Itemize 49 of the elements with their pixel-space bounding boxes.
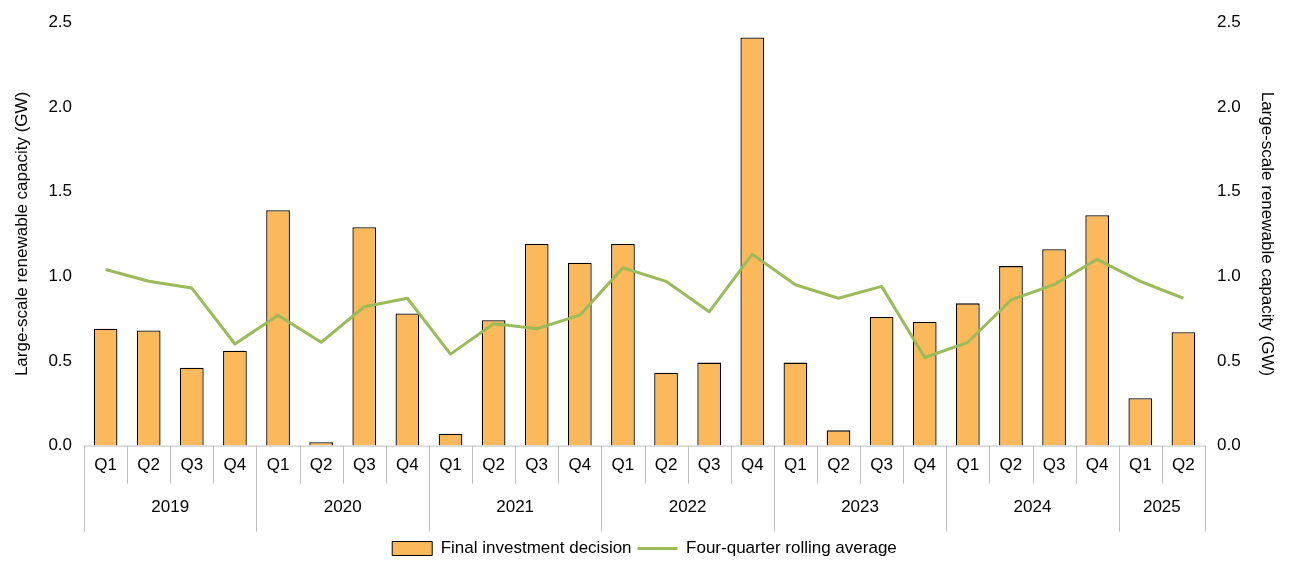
x-tick-label: Q4	[740, 455, 764, 475]
x-tick-label: Q2	[827, 455, 850, 475]
x-tick-label: Q4	[1085, 455, 1109, 475]
x-tick-label: Q1	[784, 455, 807, 475]
x-tick-label: Q1	[439, 455, 462, 475]
x-tick-label: Q4	[913, 455, 937, 475]
x-tick-label: Q1	[956, 455, 980, 475]
x-tick-label: Q3	[180, 455, 204, 475]
y2-tick-label: 2.5	[1216, 11, 1241, 31]
x-tick-label: Q2	[1172, 455, 1195, 475]
x-tick-label: Q1	[611, 455, 635, 475]
x-tick-label: Q1	[94, 455, 117, 475]
text: 2023	[841, 497, 879, 517]
y2-tick-label: 0.5	[1216, 350, 1241, 370]
x-tick-label: Q2	[482, 455, 505, 475]
text: 2020	[323, 497, 362, 517]
x-tick-label: Q3	[525, 455, 549, 475]
x-tick-label: Q2	[654, 455, 678, 475]
y2-tick-label: 0.0	[1216, 435, 1241, 455]
x-tick-label: Q1	[1128, 455, 1152, 475]
text: 2021	[496, 497, 535, 517]
y-tick-label: 0.5	[48, 350, 73, 370]
x-tick-label: Q1	[266, 455, 290, 475]
y-tick-label: 1.0	[48, 265, 73, 285]
x-tick-label: Q4	[223, 455, 247, 475]
y-tick-label: 0.0	[48, 435, 73, 455]
text: 2019	[151, 497, 190, 517]
legend-label: Final investment decision	[440, 538, 632, 558]
x-tick-label: Q2	[137, 455, 161, 475]
text: 2024	[1013, 497, 1052, 517]
x-tick-label: Q4	[396, 455, 419, 475]
x-tick-label: Q3	[697, 455, 721, 475]
x-tick-label: Q2	[309, 455, 333, 475]
x-tick-label: Q3	[870, 455, 893, 475]
y-tick-label: 2.0	[48, 96, 73, 116]
text: 2025	[1142, 497, 1181, 517]
y-tick-label: 1.5	[48, 181, 73, 201]
y2-tick-label: 1.5	[1216, 181, 1241, 201]
x-tick-label: Q3	[352, 455, 376, 475]
x-tick-label: Q3	[1042, 455, 1066, 475]
text: 2022	[668, 497, 707, 517]
y-axis-title: Large-scale renewable capacity (GW)	[11, 91, 31, 377]
y2-tick-label: 1.0	[1216, 265, 1241, 285]
x-tick-label: Q2	[999, 455, 1023, 475]
y2-tick-label: 2.0	[1216, 96, 1241, 116]
y2-axis-title: Large-scale renewable capacity (GW)	[1258, 91, 1278, 377]
x-tick-label: Q4	[568, 455, 592, 475]
y-tick-label: 2.5	[48, 11, 73, 31]
legend-label: Four-quarter rolling average	[686, 538, 897, 558]
